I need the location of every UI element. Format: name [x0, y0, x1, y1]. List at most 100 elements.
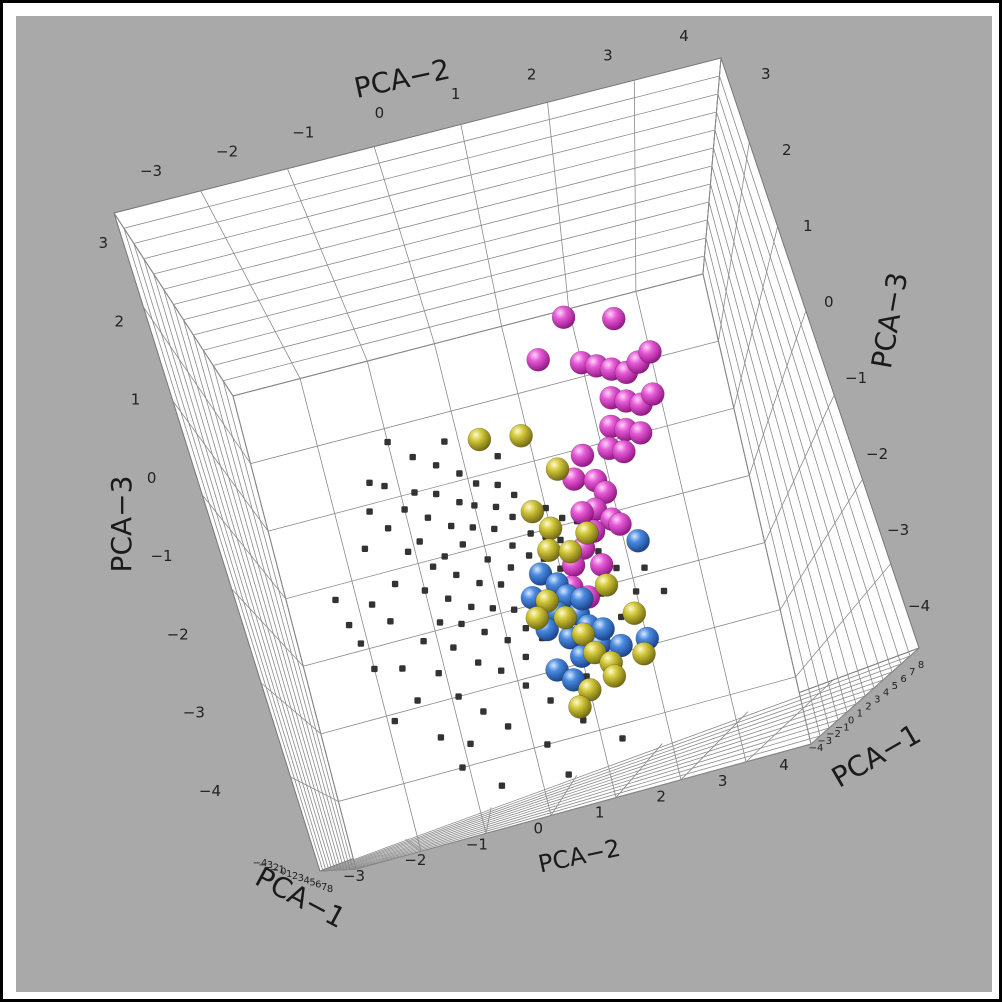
data-point-gray	[484, 556, 491, 563]
data-point-series-3	[537, 538, 561, 563]
data-point-series-3	[558, 539, 583, 564]
data-point-gray	[357, 640, 365, 647]
grid-line-floor-x	[434, 343, 552, 816]
data-point-gray	[511, 606, 518, 613]
data-point-series-1	[589, 552, 614, 577]
tick-label-y-right: 3	[761, 65, 771, 83]
tick-label-z-right: 8	[918, 660, 924, 671]
grid-line-depth	[143, 258, 330, 871]
data-point-gray	[613, 564, 620, 572]
grid-line-depth	[713, 147, 875, 689]
tick-label-y-left: 1	[131, 391, 141, 409]
data-point-gray	[511, 491, 518, 499]
data-point-gray	[618, 613, 625, 621]
grid-line-depth	[222, 255, 705, 382]
grid-line-depth	[346, 719, 839, 870]
data-point-series-1	[551, 305, 576, 330]
grid-line-depth	[163, 289, 336, 871]
data-point-series-1	[612, 439, 636, 464]
data-point-gray	[527, 530, 534, 537]
data-point-gray	[509, 513, 516, 521]
pca-3d-scatter-chart: −3−3−2−2−1−10011223344−4−4−3−3−2−2−1−100…	[16, 16, 992, 992]
tick-label-z-left: 6	[315, 880, 321, 891]
data-point-series-1	[638, 340, 662, 364]
grid-line-depth	[123, 75, 720, 229]
data-point-gray	[424, 514, 432, 521]
data-point-gray	[580, 717, 587, 724]
grid-line-depth	[708, 201, 848, 713]
data-point-series-3	[538, 516, 563, 541]
data-point-gray	[641, 564, 648, 571]
data-point-series-3	[622, 601, 647, 626]
tick-label-y-right: −3	[887, 521, 909, 539]
grid-line-depth	[334, 687, 875, 871]
data-point-gray	[371, 665, 378, 673]
tick-label-x-bottom: 2	[656, 788, 666, 806]
data-point-gray	[471, 502, 478, 509]
tick-label-x-top: −1	[292, 123, 314, 141]
data-point-gray	[467, 740, 474, 747]
data-point-series-3	[553, 605, 578, 630]
tick-label-z-right: −3	[817, 736, 832, 747]
tick-label-y-right: 1	[803, 217, 813, 235]
grid-line-depth	[717, 93, 902, 665]
data-point-gray	[632, 588, 640, 595]
tick-label-z-left: −1	[270, 865, 285, 876]
tick-label-y-left: −1	[150, 547, 172, 565]
tick-label-z-right: 2	[865, 702, 871, 713]
tick-label-z-left: −2	[264, 862, 279, 873]
data-point-gray	[565, 771, 572, 778]
tick-label-z-left: −3	[258, 860, 273, 871]
data-point-series-1	[570, 500, 594, 525]
data-point-series-3	[594, 573, 619, 597]
data-point-gray	[619, 735, 626, 742]
data-point-series-3	[632, 641, 656, 666]
grid-line-floor-x	[635, 291, 747, 762]
tick-label-y-right: −4	[908, 597, 930, 615]
grid-line-depth	[123, 228, 324, 871]
data-point-gray	[522, 625, 529, 632]
tick-label-y-left: 2	[115, 312, 125, 330]
data-point-gray	[436, 619, 444, 626]
tick-label-z-right: 4	[883, 688, 889, 699]
axis-label-left: PCA−3	[105, 476, 138, 573]
tick-label-z-right: 3	[874, 695, 880, 706]
data-point-gray	[409, 453, 416, 461]
tick-label-z-left: 8	[327, 884, 333, 895]
data-point-gray	[504, 723, 512, 730]
data-point-gray	[469, 524, 476, 531]
data-point-gray	[492, 503, 500, 511]
grid-line-floor-y	[355, 743, 812, 870]
data-point-gray	[381, 482, 388, 490]
grid-line-depth	[337, 695, 866, 871]
data-point-gray	[525, 552, 533, 559]
grid-line-depth	[331, 679, 884, 871]
grid-line-depth	[711, 165, 866, 697]
data-point-gray	[455, 693, 462, 700]
grid-line-depth	[710, 183, 857, 705]
grid-line-depth	[213, 237, 707, 366]
data-point-gray	[361, 545, 369, 552]
data-point-gray	[432, 462, 440, 469]
data-point-gray	[456, 499, 463, 506]
data-point-series-2	[569, 586, 594, 611]
grid-line-floor-x	[702, 273, 812, 745]
tick-label-z-right: 1	[857, 708, 863, 719]
data-point-gray	[522, 653, 529, 661]
data-point-gray	[459, 764, 466, 771]
grid-line-floor-y	[338, 676, 796, 802]
grid-line-depth	[193, 201, 710, 336]
data-point-series-2	[626, 528, 650, 553]
grid-line-floor-x	[232, 395, 357, 870]
data-point-gray	[450, 644, 457, 651]
grid-line-depth	[222, 380, 354, 870]
data-point-gray	[480, 708, 487, 715]
data-point-gray	[547, 697, 554, 704]
grid-line-depth	[719, 75, 911, 657]
data-point-gray	[507, 564, 515, 571]
data-point-gray	[441, 553, 448, 560]
data-point-gray	[481, 628, 488, 636]
data-point-gray	[595, 548, 602, 555]
tick-label-z-left: 0	[280, 867, 286, 878]
